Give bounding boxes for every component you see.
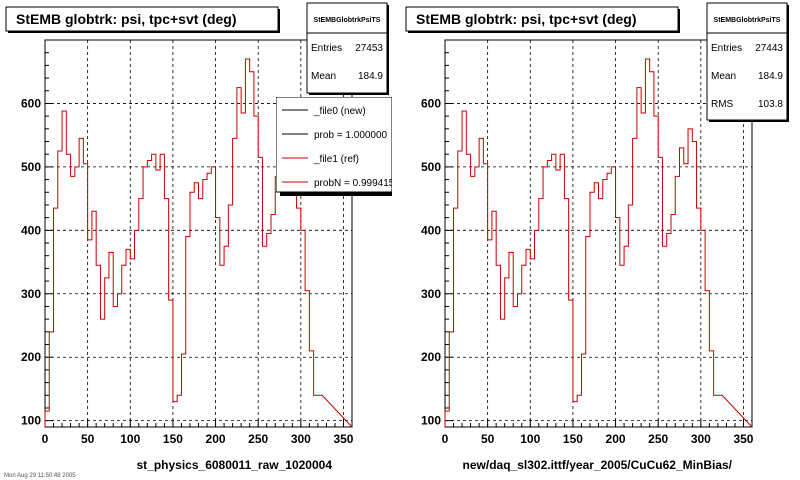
legend-label: _file1 (ref) [313,154,359,165]
histogram-panel-2: 0 50 100 150 200 250 300 350 100 200 300 400 500 600 n… [405,2,789,472]
stats-box: StEMBGlobtrkPsiTS Entries 27443 Mean 184.9 RM… [706,2,789,122]
stats-box-shadow-side [387,5,389,95]
stats-name: StEMBGlobtrkPsiTS [314,17,381,24]
title-box-shadow-side [278,9,280,33]
stats-box-shadow-side [787,5,789,122]
stats-value: 184.9 [758,71,783,82]
x-tick-label: 250 [648,432,668,446]
stats-value: 184.9 [358,71,383,82]
y-tick-label: 100 [421,414,441,428]
legend-label: prob = 1.000000 [314,130,388,141]
legend-box: _file0 (new) prob = 1.000000 _file1 (ref) p… [276,97,395,196]
x-tick-label: 0 [442,432,449,446]
y-tick-label: 300 [421,287,441,301]
stats-box-frame [306,2,388,94]
y-tick-label: 600 [21,96,41,110]
y-tick-label: 500 [21,160,41,174]
stats-box-shadow [709,120,789,122]
y-tick-label: 500 [421,160,441,174]
x-tick-label: 50 [81,432,95,446]
histogram-series-1 [444,58,753,428]
x-axis-label: new/daq_sl302.ittf/year_2005/CuCu62_MinB… [463,458,733,472]
histogram-panel-1: 0 50 100 150 200 250 300 350 100 200 300 400 500 600 s… [5,2,395,472]
legend-label: probN = 0.999415 [314,178,395,189]
title-box-shadow [408,31,680,33]
x-tick-label: 300 [291,432,311,446]
y-tick-label: 600 [421,96,441,110]
title-box-shadow [8,31,280,33]
x-tick-label: 350 [733,432,753,446]
stats-value: 103.8 [758,99,783,110]
stats-label: Entries [311,43,342,54]
x-tick-label: 350 [333,432,353,446]
stats-label: RMS [711,99,734,110]
stats-box: StEMBGlobtrkPsiTS Entries 27453 Mean 184.9 [306,2,389,95]
y-tick-label: 100 [21,414,41,428]
title-box [405,6,679,32]
stats-label: Mean [711,71,736,82]
histogram-series-1 [44,58,353,428]
footer-timestamp: Mon Aug 29 11:50:48 2005 [4,473,76,479]
stats-value: 27453 [355,43,383,54]
x-tick-label: 250 [248,432,268,446]
chart-title: StEMB globtrk: psi, tpc+svt (deg) [16,11,237,27]
stats-label: Entries [711,43,742,54]
stats-box-shadow [309,93,389,95]
y-tick-label: 200 [421,350,441,364]
y-tick-label: 400 [21,223,41,237]
x-axis-label: st_physics_6080011_raw_1020004 [136,458,332,472]
x-tick-label: 200 [606,432,626,446]
x-tick-label: 100 [120,432,140,446]
chart-title: StEMB globtrk: psi, tpc+svt (deg) [416,11,637,27]
legend-frame [276,97,392,193]
x-tick-label: 100 [520,432,540,446]
x-tick-label: 200 [206,432,226,446]
stats-box-frame [706,2,788,121]
y-tick-label: 300 [21,287,41,301]
y-tick-label: 200 [21,350,41,364]
x-tick-label: 150 [563,432,583,446]
stats-label: Mean [311,71,336,82]
x-tick-label: 150 [163,432,183,446]
x-tick-label: 50 [481,432,495,446]
title-box-shadow-side [678,9,680,33]
x-tick-label: 300 [691,432,711,446]
legend-label: _file0 (new) [313,106,366,117]
stats-name: StEMBGlobtrkPsiTS [714,17,781,24]
x-tick-label: 0 [42,432,49,446]
y-tick-label: 400 [421,223,441,237]
stats-value: 27443 [755,43,783,54]
